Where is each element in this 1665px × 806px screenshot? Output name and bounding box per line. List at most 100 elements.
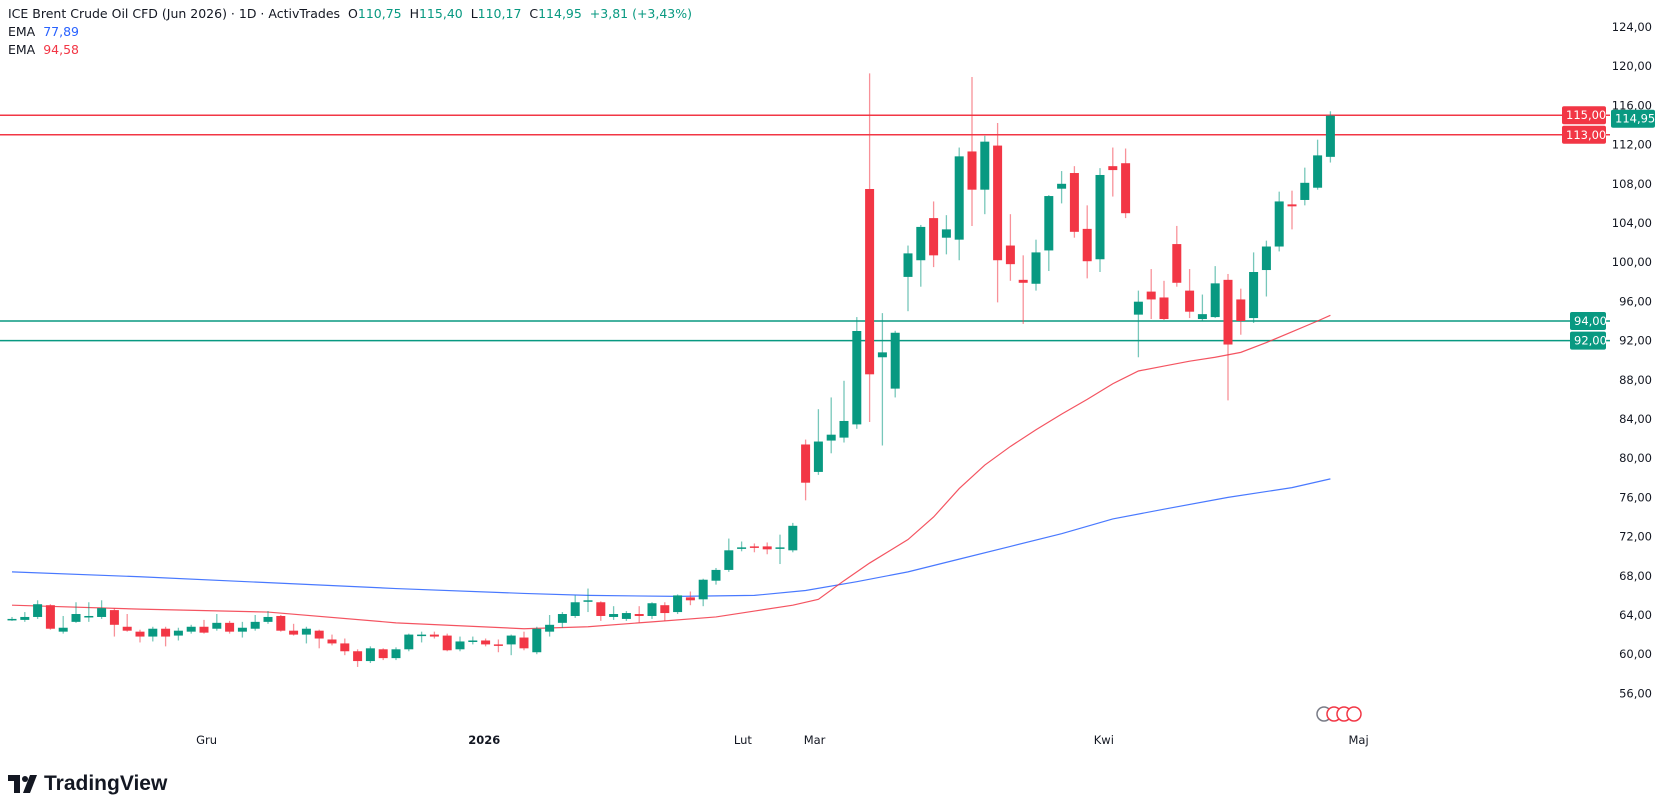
candle-up xyxy=(839,380,849,443)
candle-up xyxy=(775,534,785,565)
ema-legend-1[interactable]: EMA 77,89 xyxy=(8,24,79,39)
candle-up xyxy=(532,626,542,655)
candle-body xyxy=(493,644,503,646)
candle-body xyxy=(826,434,836,441)
candle-up xyxy=(877,313,887,446)
candle-body xyxy=(1274,201,1284,247)
candle-up xyxy=(698,578,708,607)
y-tick-label: 104,00 xyxy=(1612,216,1652,230)
ema-legend-2[interactable]: EMA 94,58 xyxy=(8,42,79,57)
candle-down xyxy=(327,634,337,646)
candle-up xyxy=(455,636,465,652)
candle-body xyxy=(250,621,260,629)
candle-body xyxy=(609,614,619,617)
candle-up xyxy=(1261,240,1271,297)
candle-body xyxy=(1223,279,1233,345)
candle-down xyxy=(1223,273,1233,401)
candle-up xyxy=(212,614,222,631)
candle-up xyxy=(1057,171,1067,204)
ema-line xyxy=(11,478,1331,597)
price-label-box xyxy=(1570,331,1606,350)
y-tick-label: 56,00 xyxy=(1619,686,1652,700)
candle-down xyxy=(1287,190,1297,230)
candle-body xyxy=(33,604,43,617)
candle-body xyxy=(903,253,913,277)
candle-up xyxy=(1133,290,1143,358)
price-label-box xyxy=(1562,106,1606,125)
x-tick-label: Gru xyxy=(196,733,217,747)
candle-up xyxy=(365,646,375,664)
candle-body xyxy=(212,622,222,629)
candle-body xyxy=(1121,163,1131,214)
candle-up xyxy=(301,626,311,644)
time-axis[interactable]: Gru 2026 Lut Mar Kwi Maj xyxy=(196,733,1369,747)
price-labels: 115,00 113,00 94,00 92,00 114,95 xyxy=(1562,106,1655,350)
tradingview-logo[interactable]: TradingView xyxy=(8,772,167,796)
low-value: 110,17 xyxy=(477,6,522,21)
candle-body xyxy=(340,643,350,652)
candle-body xyxy=(429,634,439,637)
candle-up xyxy=(545,615,555,637)
x-tick-label: Kwi xyxy=(1094,733,1114,747)
candle-up xyxy=(647,602,657,619)
candle-down xyxy=(865,73,875,422)
candle-body xyxy=(711,569,721,581)
candle-body xyxy=(993,145,1003,261)
candle-up xyxy=(609,606,619,620)
event-icons[interactable] xyxy=(1316,706,1362,722)
candle-down xyxy=(1172,225,1182,287)
candle-down xyxy=(634,606,644,623)
price-label: 92,00 xyxy=(1574,334,1607,348)
candle-up xyxy=(941,215,951,255)
candle-up xyxy=(263,611,273,624)
candle-up xyxy=(980,135,990,215)
ema-value: 77,89 xyxy=(43,24,79,39)
y-tick-label: 100,00 xyxy=(1612,255,1652,269)
candle-down xyxy=(519,631,529,651)
candle-up xyxy=(237,621,247,638)
candle-body xyxy=(1300,182,1310,200)
us-flag-event-icon[interactable] xyxy=(1346,706,1362,722)
candle-down xyxy=(749,543,759,553)
y-tick-label: 116,00 xyxy=(1612,98,1652,112)
y-tick-label: 80,00 xyxy=(1619,451,1652,465)
candle-body xyxy=(954,156,964,240)
candle-body xyxy=(621,613,631,619)
candle-down xyxy=(340,638,350,656)
candle-down xyxy=(314,629,324,649)
candle-body xyxy=(225,622,235,632)
candle-up xyxy=(1300,167,1310,206)
candle-body xyxy=(545,624,555,632)
candle-body xyxy=(442,635,452,651)
candle-body xyxy=(762,546,772,550)
candle-body xyxy=(596,602,606,616)
candle-body xyxy=(916,226,926,261)
candle-up xyxy=(1031,239,1041,291)
y-tick-label: 96,00 xyxy=(1619,294,1652,308)
price-axis[interactable]: 124,00 120,00 116,00 112,00 108,00 104,00 100,… xyxy=(1612,20,1652,700)
candle-down xyxy=(493,639,503,653)
price-label: 94,00 xyxy=(1574,314,1607,328)
candle-body xyxy=(71,614,81,622)
candle-up xyxy=(186,624,196,634)
symbol-legend[interactable]: ICE Brent Crude Oil CFD (Jun 2026) · 1D … xyxy=(8,6,692,21)
candle-body xyxy=(1185,290,1195,312)
candle-down xyxy=(276,615,286,632)
candle-up xyxy=(404,633,414,652)
candle-up xyxy=(391,647,401,661)
candle-body xyxy=(685,597,695,601)
candle-up xyxy=(724,538,734,572)
candle-down xyxy=(929,201,939,268)
candle-body xyxy=(1325,115,1335,157)
candle-body xyxy=(481,640,491,645)
candle-body xyxy=(1159,297,1169,320)
candle-body xyxy=(673,595,683,613)
candle-body xyxy=(929,218,939,256)
candle-body xyxy=(1082,228,1092,262)
candle-body xyxy=(506,635,516,645)
candle-body xyxy=(468,640,478,642)
candle-down xyxy=(685,591,695,606)
candle-body xyxy=(1236,299,1246,321)
candle-body xyxy=(980,141,990,190)
